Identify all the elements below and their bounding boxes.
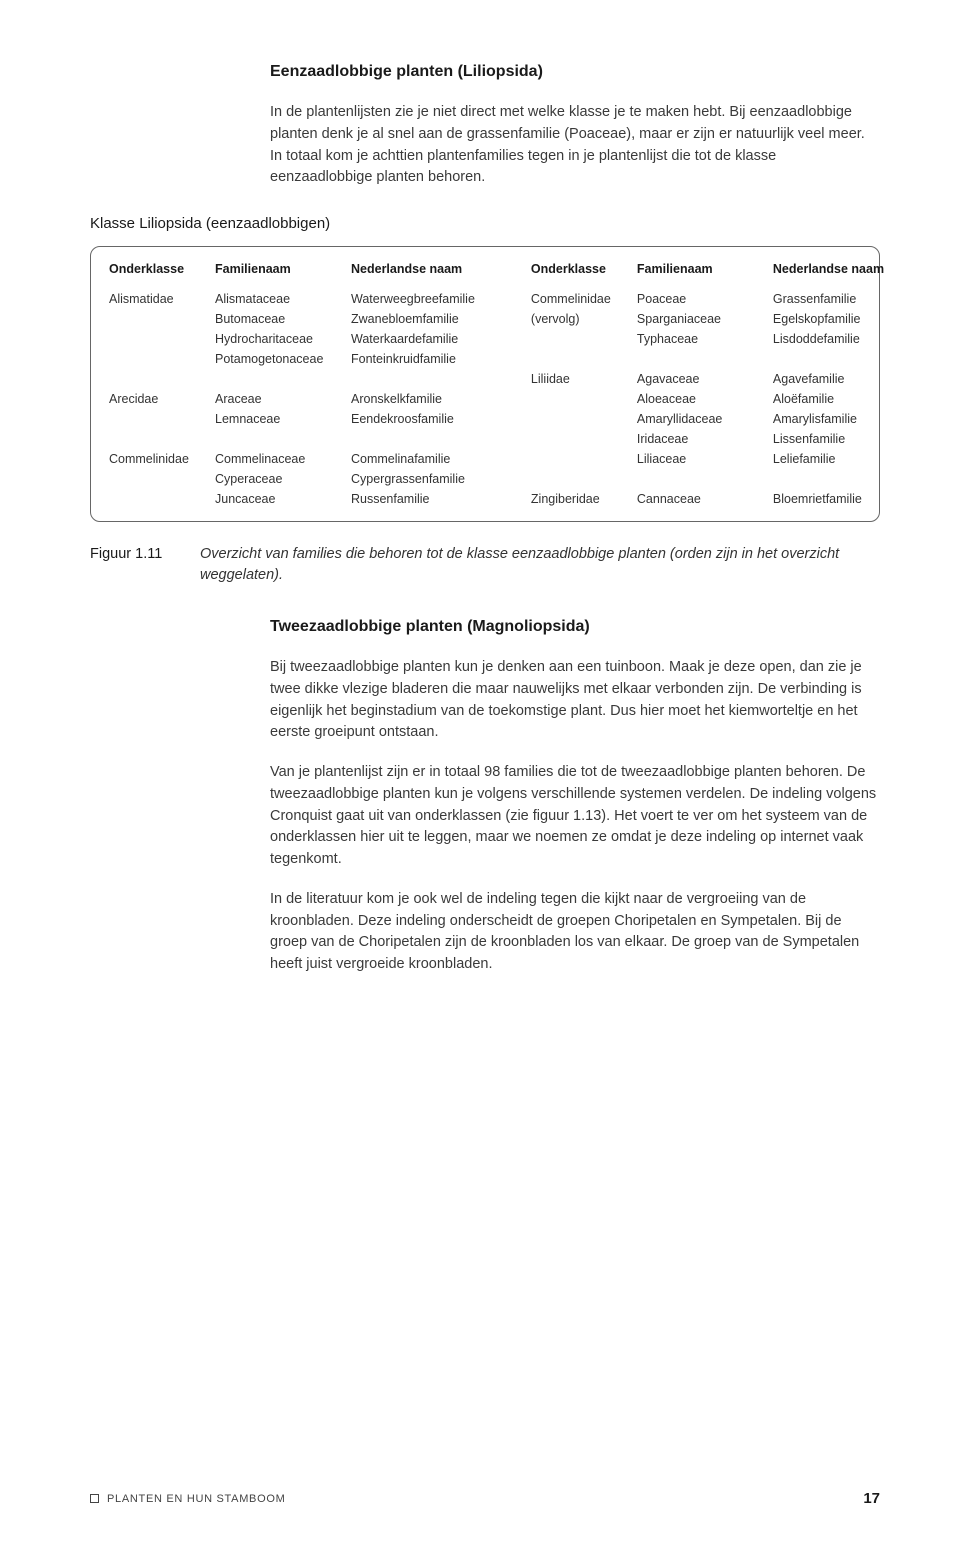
table-cell bbox=[773, 469, 884, 489]
table-cell: Potamogetonaceae bbox=[215, 349, 337, 369]
table-cell: Bloemrietfamilie bbox=[773, 489, 884, 509]
col-nederlandse-right: Nederlandse naam Grassenfamilie Egelskop… bbox=[773, 259, 884, 509]
body-paragraph: In de literatuur kom je ook wel de indel… bbox=[270, 889, 880, 976]
table-cell: Zwanebloemfamilie bbox=[351, 309, 475, 329]
table-cell bbox=[637, 469, 759, 489]
page-footer: PLANTEN EN HUN STAMBOOM 17 bbox=[90, 1488, 880, 1511]
table-cell bbox=[109, 469, 201, 489]
footer-left: PLANTEN EN HUN STAMBOOM bbox=[90, 1491, 285, 1508]
table-cell bbox=[773, 349, 884, 369]
table-cell bbox=[351, 429, 475, 449]
table-cell: Cypergrassenfamilie bbox=[351, 469, 475, 489]
table-cell: Aronskelkfamilie bbox=[351, 389, 475, 409]
section-tweezaadlobbige: Tweezaadlobbige planten (Magnoliopsida) … bbox=[270, 615, 880, 976]
table-cell: Cannaceae bbox=[637, 489, 759, 509]
table-cell: Russenfamilie bbox=[351, 489, 475, 509]
table-cell: Alismatidae bbox=[109, 289, 201, 309]
table-cell: Arecidae bbox=[109, 389, 201, 409]
table-cell: Liliidae bbox=[531, 369, 623, 389]
table-cell: Cyperaceae bbox=[215, 469, 337, 489]
col-familienaam-left: Familienaam Alismataceae Butomaceae Hydr… bbox=[215, 259, 337, 509]
th-onderklasse: Onderklasse bbox=[531, 259, 623, 279]
table-cell: Agavefamilie bbox=[773, 369, 884, 389]
body-paragraph: Bij tweezaadlobbige planten kun je denke… bbox=[270, 657, 880, 744]
table-cell: Lisdoddefamilie bbox=[773, 329, 884, 349]
table-cell: Eendekroosfamilie bbox=[351, 409, 475, 429]
table-cell: Alismataceae bbox=[215, 289, 337, 309]
table-cell: Amaryllidaceae bbox=[637, 409, 759, 429]
figure-caption-text: Overzicht van families die behoren tot d… bbox=[200, 544, 880, 588]
table-cell bbox=[109, 369, 201, 389]
footer-section-title: PLANTEN EN HUN STAMBOOM bbox=[107, 1491, 285, 1508]
col-nederlandse-left: Nederlandse naam Waterweegbreefamilie Zw… bbox=[351, 259, 475, 509]
table-cell bbox=[109, 429, 201, 449]
table-cell: Lemnaceae bbox=[215, 409, 337, 429]
table-cell: Amarylisfamilie bbox=[773, 409, 884, 429]
table-cell bbox=[109, 329, 201, 349]
table-cell bbox=[109, 489, 201, 509]
table-cell: Zingiberidae bbox=[531, 489, 623, 509]
table-cell bbox=[531, 449, 623, 469]
intro-paragraph: In de plantenlijsten zie je niet direct … bbox=[270, 102, 880, 189]
subheading-klasse: Klasse Liliopsida (eenzaadlobbigen) bbox=[90, 213, 880, 236]
table-cell bbox=[351, 369, 475, 389]
table-cell: Liliaceae bbox=[637, 449, 759, 469]
table-cell: Lissenfamilie bbox=[773, 429, 884, 449]
table-cell bbox=[109, 349, 201, 369]
heading-tweezaadlobbige: Tweezaadlobbige planten (Magnoliopsida) bbox=[270, 615, 880, 639]
table-cell: Aloeaceae bbox=[637, 389, 759, 409]
figure-label: Figuur 1.11 bbox=[90, 544, 180, 588]
table-cell: Waterkaardefamilie bbox=[351, 329, 475, 349]
table-cell: Egelskopfamilie bbox=[773, 309, 884, 329]
square-bullet-icon bbox=[90, 1494, 99, 1503]
th-nederlandse: Nederlandse naam bbox=[773, 259, 884, 279]
table-cell bbox=[531, 389, 623, 409]
table-cell: Agavaceae bbox=[637, 369, 759, 389]
table-cell bbox=[531, 329, 623, 349]
table-cell bbox=[531, 349, 623, 369]
table-cell: Hydrocharitaceae bbox=[215, 329, 337, 349]
col-onderklasse-left: Onderklasse Alismatidae Arecidae Commeli… bbox=[109, 259, 201, 509]
table-cell bbox=[109, 409, 201, 429]
table-cell: Iridaceae bbox=[637, 429, 759, 449]
table-cell: Fonteinkruidfamilie bbox=[351, 349, 475, 369]
table-cell: Waterweegbreefamilie bbox=[351, 289, 475, 309]
families-table: Onderklasse Alismatidae Arecidae Commeli… bbox=[90, 246, 880, 522]
table-cell bbox=[637, 349, 759, 369]
th-familienaam: Familienaam bbox=[637, 259, 759, 279]
intro-block: Eenzaadlobbige planten (Liliopsida) In d… bbox=[270, 60, 880, 189]
body-paragraph: Van je plantenlijst zijn er in totaal 98… bbox=[270, 762, 880, 871]
table-cell: Grassenfamilie bbox=[773, 289, 884, 309]
table-cell bbox=[215, 369, 337, 389]
col-onderklasse-right: Onderklasse Commelinidae (vervolg) Lilii… bbox=[531, 259, 623, 509]
table-cell: Commelinidae bbox=[109, 449, 201, 469]
table-cell bbox=[109, 309, 201, 329]
table-cell: Poaceae bbox=[637, 289, 759, 309]
table-cell bbox=[531, 469, 623, 489]
table-cell: Typhaceae bbox=[637, 329, 759, 349]
table-cell: Commelinafamilie bbox=[351, 449, 475, 469]
table-cell bbox=[215, 429, 337, 449]
table-cell: Sparganiaceae bbox=[637, 309, 759, 329]
page: Eenzaadlobbige planten (Liliopsida) In d… bbox=[0, 0, 960, 976]
figure-caption: Figuur 1.11 Overzicht van families die b… bbox=[90, 544, 880, 588]
table-left: Onderklasse Alismatidae Arecidae Commeli… bbox=[109, 259, 475, 509]
th-onderklasse: Onderklasse bbox=[109, 259, 201, 279]
table-cell: Commelinidae bbox=[531, 289, 623, 309]
table-cell: Araceae bbox=[215, 389, 337, 409]
table-right: Onderklasse Commelinidae (vervolg) Lilii… bbox=[531, 259, 884, 509]
table-cell: Commelinaceae bbox=[215, 449, 337, 469]
th-nederlandse: Nederlandse naam bbox=[351, 259, 475, 279]
table-cell bbox=[531, 429, 623, 449]
heading-eenzaadlobbige: Eenzaadlobbige planten (Liliopsida) bbox=[270, 60, 880, 84]
table-cell bbox=[531, 409, 623, 429]
table-cell: Leliefamilie bbox=[773, 449, 884, 469]
th-familienaam: Familienaam bbox=[215, 259, 337, 279]
table-cell: (vervolg) bbox=[531, 309, 623, 329]
col-familienaam-right: Familienaam Poaceae Sparganiaceae Typhac… bbox=[637, 259, 759, 509]
page-number: 17 bbox=[863, 1488, 880, 1511]
table-cell: Butomaceae bbox=[215, 309, 337, 329]
table-cell: Aloëfamilie bbox=[773, 389, 884, 409]
table-cell: Juncaceae bbox=[215, 489, 337, 509]
